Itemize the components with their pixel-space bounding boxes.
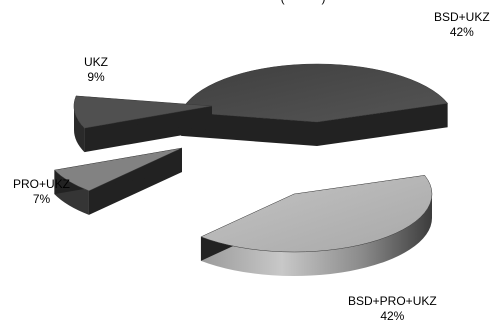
slice-bsd-ukz-cut-wall [317,103,448,146]
label-bsd-ukz-value: 42% [449,25,474,39]
label-bsd-pro-ukz: BSD+PRO+UKZ 42% [348,294,437,324]
slice-bsd-ukz [180,63,449,146]
label-ukz-value: 9% [87,70,105,84]
slice-bsd-pro-ukz-side [200,194,432,276]
label-bsd-ukz-name: BSD+UKZ [434,10,490,24]
slice-bsd-ukz-top [180,63,449,123]
label-pro-ukz-value: 7% [32,192,51,206]
label-bsd-ukz: BSD+UKZ 42% [434,10,490,40]
label-bsd-pro-ukz-name: BSD+PRO+UKZ [348,294,437,308]
slice-pro-ukz-top [53,147,183,192]
slice-bsd-ukz-cut-wall [181,111,317,146]
slice-pro-ukz [53,147,183,215]
cut-off-title-fragment: ▔▔▔▔ ▔▔▔▔▔▔▔ (▔▔▔▔) [0,0,498,5]
label-ukz: UKZ 9% [84,55,108,85]
label-bsd-pro-ukz-value: 42% [380,309,405,323]
slice-ukz [73,95,213,153]
slice-bsd-pro-ukz-top [200,175,433,253]
label-ukz-name: UKZ [84,55,108,69]
label-pro-ukz-name: PRO+UKZ [13,177,71,191]
slice-ukz-top [73,95,213,129]
label-pro-ukz: PRO+UKZ 7% [13,177,70,207]
slice-bsd-pro-ukz [200,175,433,276]
